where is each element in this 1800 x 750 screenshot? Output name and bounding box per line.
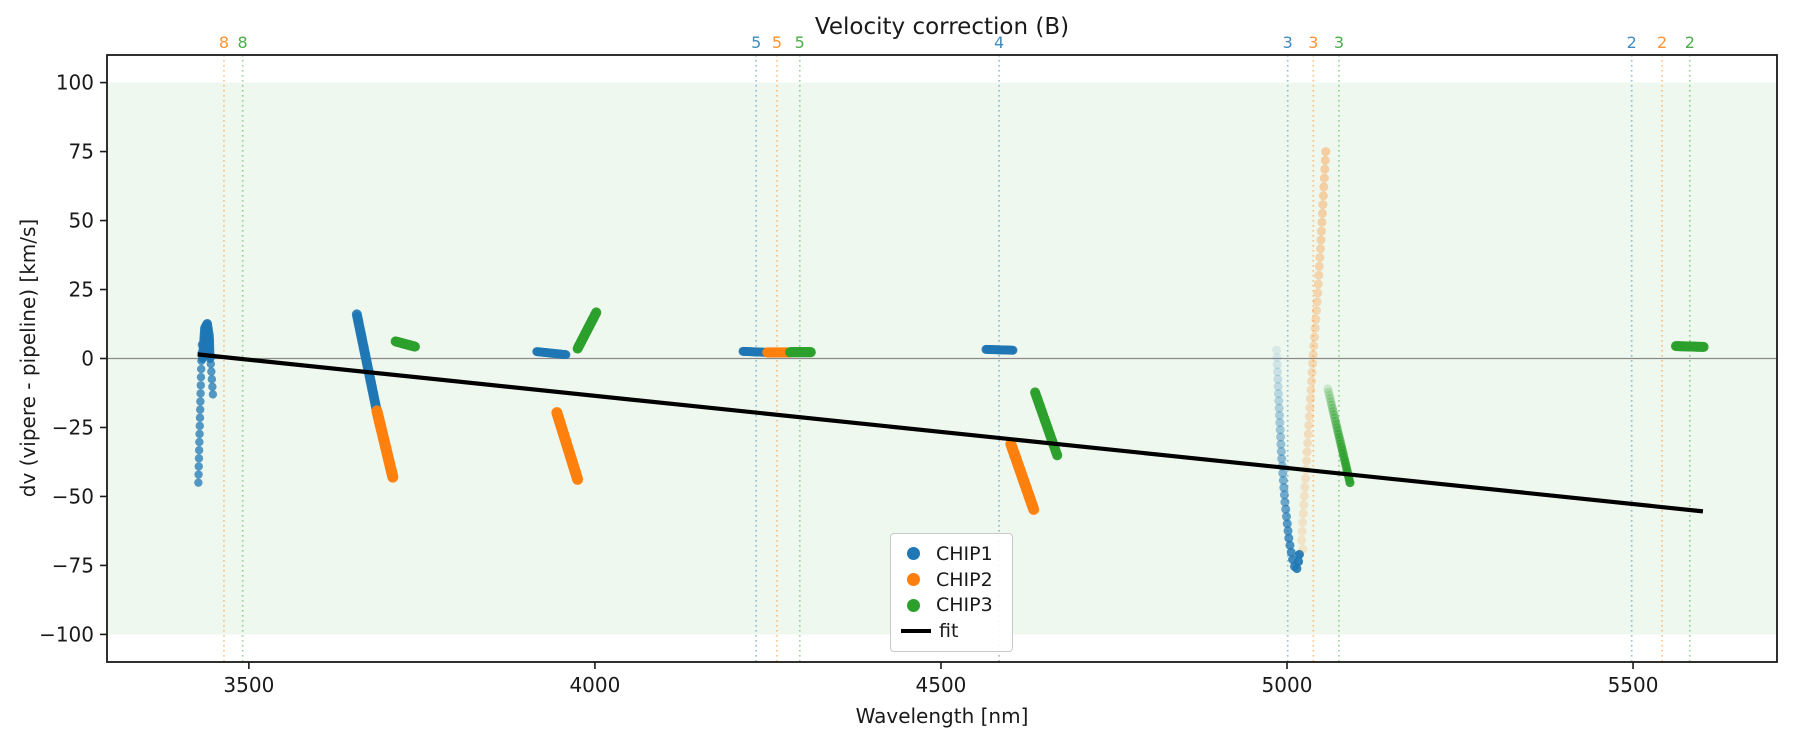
x-tick-label: 5500: [1608, 673, 1659, 697]
order-vline-label: 5: [795, 33, 805, 52]
legend-item-fit: fit: [901, 618, 1002, 644]
order-vline-label: 3: [1308, 33, 1318, 52]
scatter-cluster-chip3: [1670, 341, 1709, 352]
legend-item-chip3: CHIP3: [901, 593, 1002, 619]
x-axis-label: Wavelength [nm]: [855, 704, 1029, 728]
order-vline-label: 3: [1283, 33, 1293, 52]
legend-item-chip2: CHIP2: [901, 567, 1002, 593]
order-vline-label: 4: [994, 33, 1004, 52]
order-vline-label: 5: [751, 33, 761, 52]
legend: CHIP1 CHIP2 CHIP3 fit: [890, 533, 1013, 652]
order-vline-label: 2: [1685, 33, 1695, 52]
scatter-cluster-chip2: [551, 407, 584, 485]
legend-label: CHIP3: [936, 594, 993, 617]
order-vline-label: 2: [1657, 33, 1667, 52]
chip1-marker-icon: [907, 547, 920, 561]
scatter-cluster-chip1: [351, 309, 382, 414]
y-tick-label: 100: [56, 71, 94, 95]
chip2-marker-icon: [907, 573, 920, 587]
y-tick-label: 75: [69, 140, 94, 164]
scatter-cluster-chip3: [785, 347, 816, 358]
scatter-cluster-chip1: [198, 319, 215, 363]
legend-label: fit: [939, 620, 959, 643]
x-tick-label: 4000: [569, 673, 620, 697]
legend-label: CHIP1: [936, 542, 993, 565]
y-tick-label: −25: [52, 415, 94, 439]
y-tick-label: −75: [52, 553, 94, 577]
y-axis-label: dv (vipere - pipeline) [km/s]: [16, 218, 40, 498]
scatter-cluster-chip1: [206, 359, 218, 399]
y-tick-label: 0: [81, 347, 94, 371]
y-tick-label: −100: [39, 622, 94, 646]
legend-item-chip1: CHIP1: [901, 541, 1002, 567]
order-vline-label: 8: [219, 33, 229, 52]
x-tick-label: 4500: [916, 673, 967, 697]
legend-label: CHIP2: [936, 568, 993, 591]
scatter-cluster-chip2: [371, 405, 399, 483]
order-vline-label: 5: [772, 33, 782, 52]
y-tick-label: −50: [52, 484, 94, 508]
scatter-cluster-chip1: [532, 347, 571, 360]
fit-marker-icon: [901, 629, 931, 634]
chip3-marker-icon: [907, 598, 920, 612]
chart-title: Velocity correction (B): [814, 14, 1070, 40]
y-tick-label: 25: [69, 278, 94, 302]
scatter-cluster-chip1: [1272, 345, 1304, 574]
scatter-cluster-chip2: [1005, 438, 1040, 515]
scatter-cluster-chip3: [572, 307, 602, 354]
x-tick-label: 5000: [1262, 673, 1313, 697]
scatter-cluster-chip1: [981, 344, 1018, 355]
order-vline-label: 2: [1627, 33, 1637, 52]
scatter-cluster-chip3: [1323, 384, 1355, 488]
fit-line: [197, 352, 1704, 514]
y-tick-label: 50: [69, 209, 94, 233]
x-tick-label: 3500: [223, 673, 274, 697]
order-vline-label: 3: [1334, 33, 1344, 52]
scatter-cluster-chip3: [390, 336, 420, 352]
scatter-cluster-chip2: [1297, 147, 1331, 554]
order-vline-label: 8: [238, 33, 248, 52]
